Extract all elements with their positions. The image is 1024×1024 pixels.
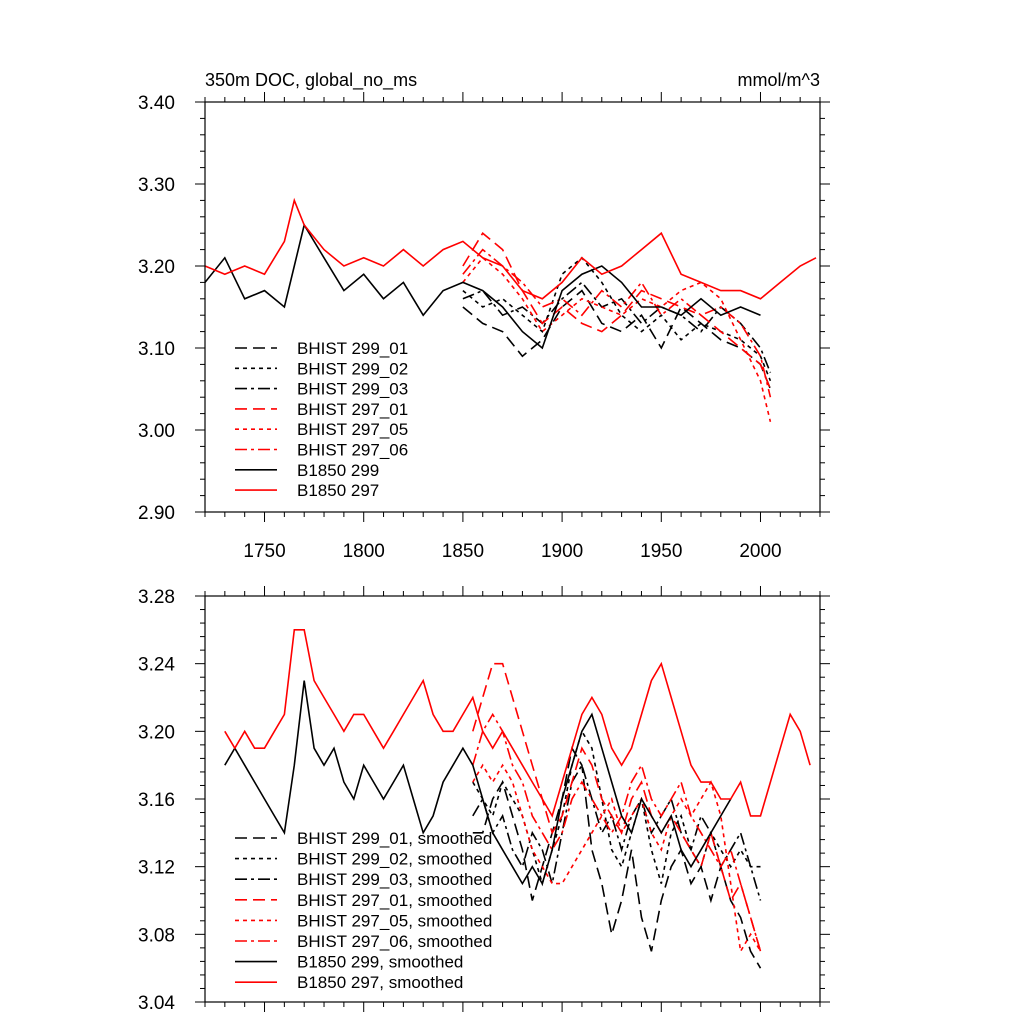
y-tick-label: 3.10 — [138, 339, 175, 360]
series-line-3 — [462, 281, 772, 373]
legend-label: BHIST 297_01 — [297, 400, 408, 419]
series-line-2 — [462, 256, 772, 382]
legend-label: BHIST 297_01, smoothed — [297, 891, 492, 910]
legend-label: BHIST 297_05, smoothed — [297, 911, 492, 930]
legend-label: B1850 299, smoothed — [297, 953, 463, 972]
legend-label: BHIST 297_06 — [297, 441, 408, 460]
y-tick-label: 2.90 — [138, 503, 175, 524]
series-lines — [205, 197, 817, 422]
legend-label: B1850 297 — [297, 481, 379, 500]
x-tick-label: 1850 — [442, 541, 484, 562]
y-tick-label: 3.12 — [138, 858, 175, 879]
legend-label: BHIST 299_03 — [297, 380, 408, 399]
series-line-4 — [472, 662, 762, 952]
legend-label: BHIST 297_05 — [297, 420, 408, 439]
legend-label: B1850 297, smoothed — [297, 973, 463, 992]
series-line-5 — [472, 763, 762, 954]
legend-label: BHIST 299_02, smoothed — [297, 850, 492, 869]
legend-label: BHIST 299_03, smoothed — [297, 870, 492, 889]
y-tick-label: 3.24 — [138, 655, 175, 676]
series-line-4 — [462, 231, 772, 390]
legend-label: BHIST 299_01, smoothed — [297, 829, 492, 848]
legend: BHIST 299_01, smoothed BHIST 299_02, smoo… — [235, 829, 492, 992]
units-label: mmol/m^3 — [738, 70, 820, 90]
x-tick-label: 1750 — [243, 541, 285, 562]
x-tick-label: 2000 — [739, 541, 781, 562]
y-tick-label: 3.08 — [138, 925, 175, 946]
series-line-7 — [205, 222, 761, 350]
y-tick-label: 3.20 — [138, 722, 175, 743]
x-tick-label: 1950 — [640, 541, 682, 562]
y-tick-label: 3.30 — [138, 175, 175, 196]
x-tick-label: 1900 — [541, 541, 583, 562]
y-tick-label: 3.00 — [138, 421, 175, 442]
series-line-1 — [472, 745, 762, 969]
y-tick-label: 3.28 — [138, 587, 175, 608]
legend-label: BHIST 297_06, smoothed — [297, 932, 492, 951]
y-tick-label: 3.40 — [138, 93, 175, 114]
legend-label: BHIST 299_02 — [297, 359, 408, 378]
series-line-2 — [472, 729, 761, 887]
series-line-8 — [205, 197, 817, 300]
series-lines — [224, 628, 811, 969]
bottom-panel: 3.04 3.08 3.12 3.16 3.20 3.24 3.28 BHIST 299_01… — [138, 586, 830, 1014]
series-line-1 — [462, 289, 772, 390]
series-line-6 — [472, 712, 762, 952]
top-panel: 1750 1800 1850 1900 1950 2000 2.90 3.00 3.10 3.20… — [138, 92, 830, 562]
panel-title: 350m DOC, global_no_ms — [205, 70, 417, 91]
x-tick-label: 1800 — [343, 541, 385, 562]
legend-label: B1850 299 — [297, 461, 379, 480]
y-tick-label: 3.16 — [138, 790, 175, 811]
series-line-8 — [224, 628, 811, 818]
series-line-7 — [224, 680, 732, 886]
series-line-6 — [462, 248, 772, 398]
legend-label: BHIST 299_01 — [297, 339, 408, 358]
plot-frame — [204, 101, 821, 513]
y-tick-label: 3.04 — [138, 993, 175, 1014]
y-tick-label: 3.20 — [138, 257, 175, 278]
